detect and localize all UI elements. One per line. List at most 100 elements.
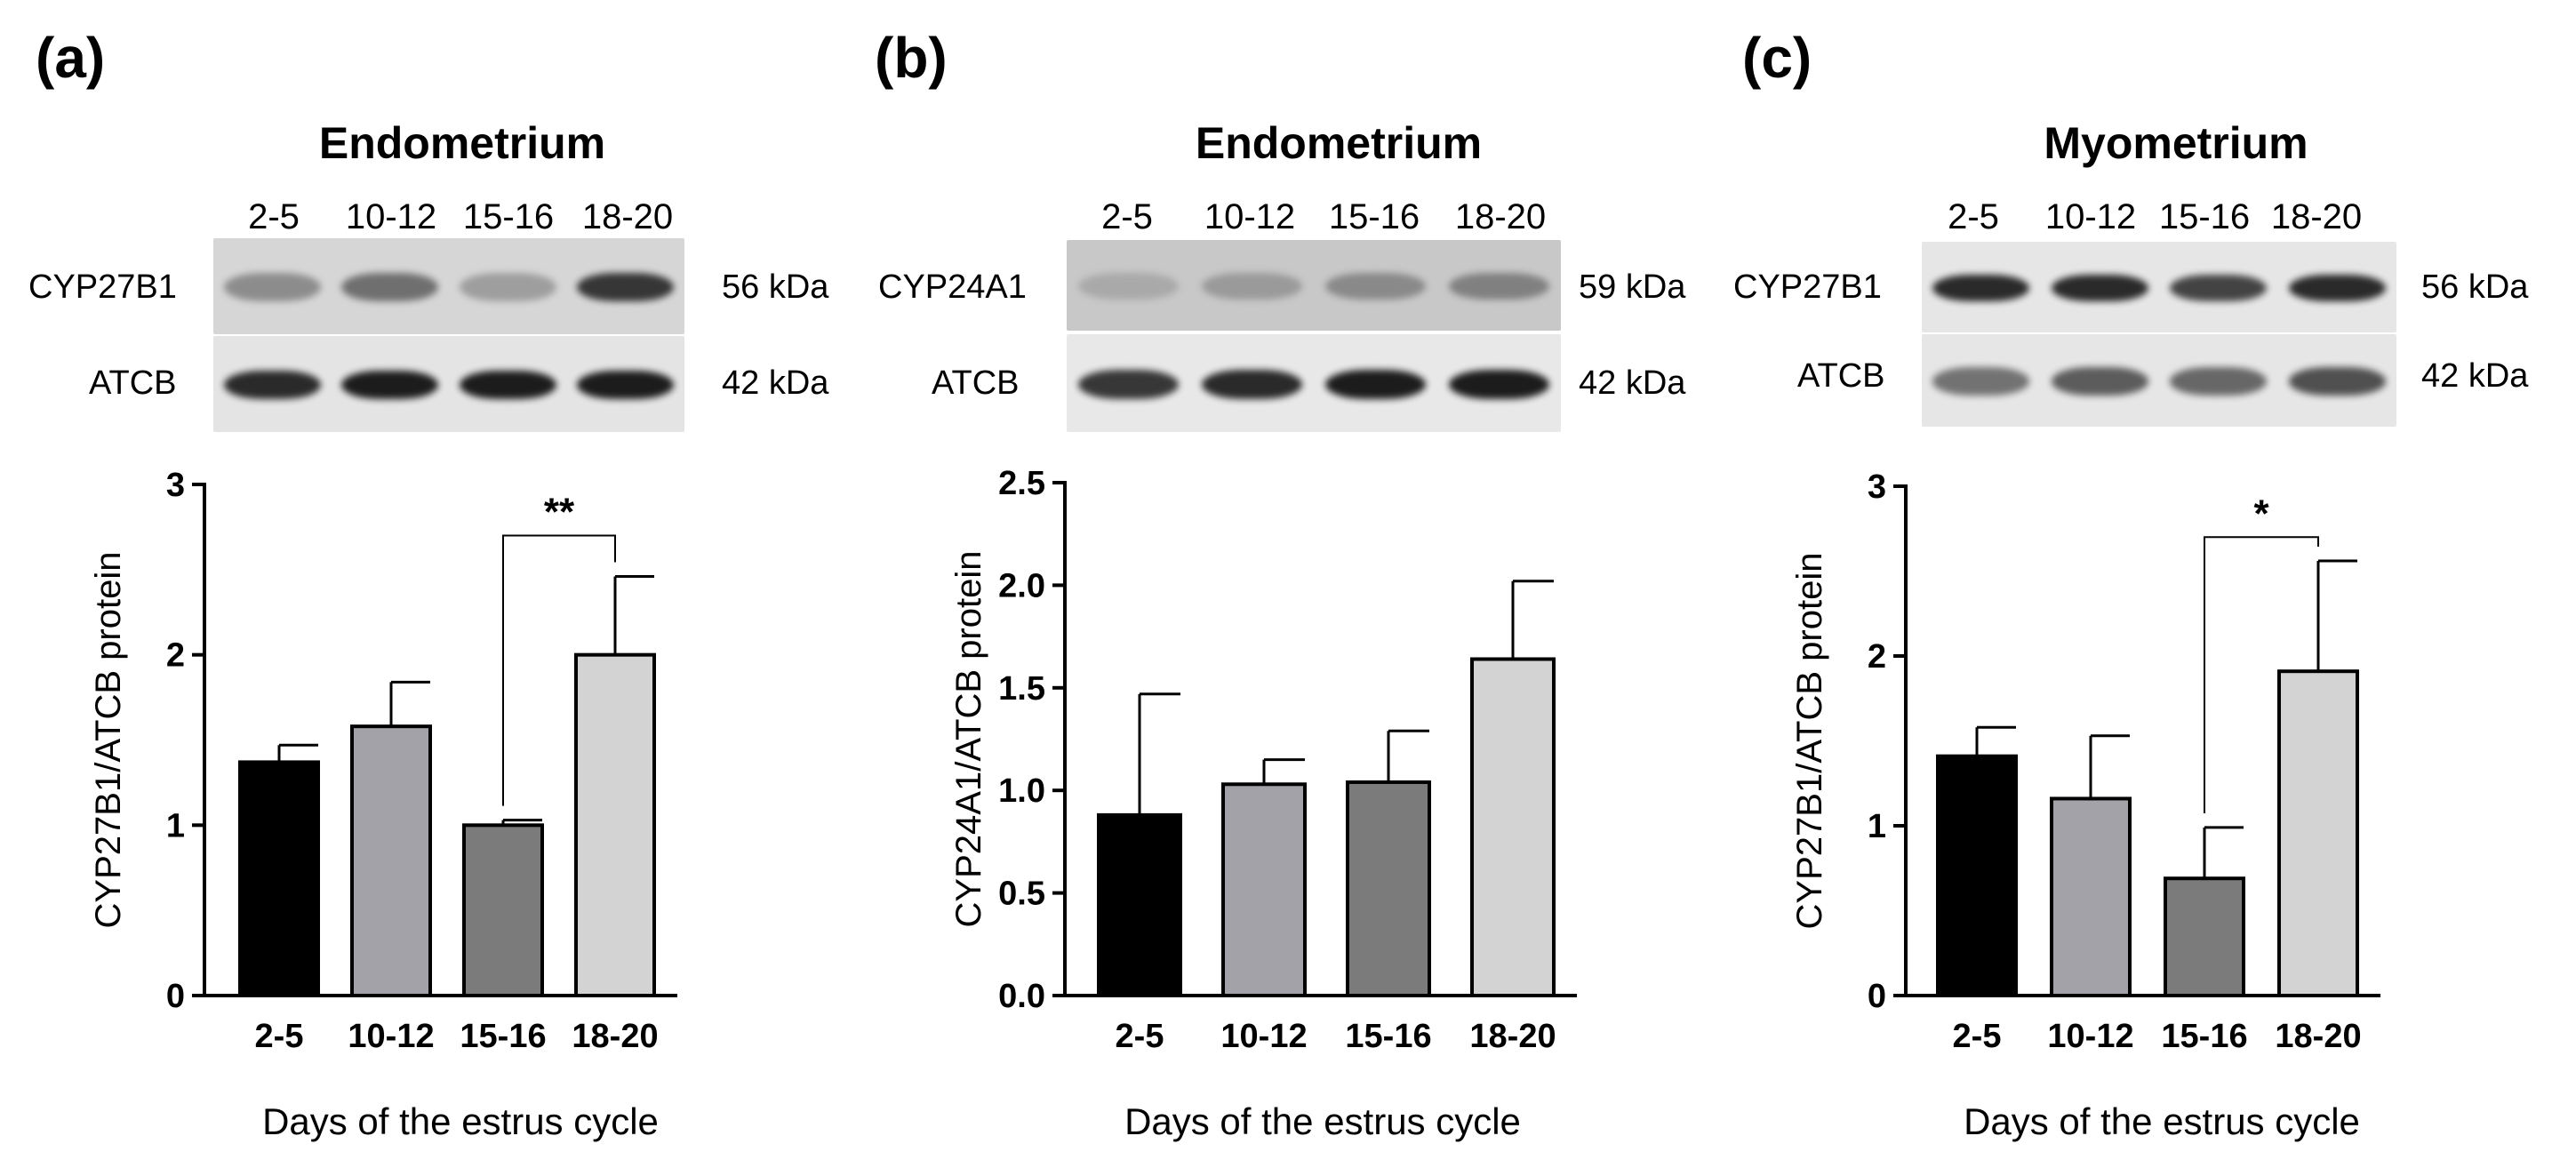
x-tick-label: 2-5 bbox=[1116, 1018, 1164, 1055]
kda-label: 42 kDa bbox=[722, 364, 829, 402]
y-axis-label: CYP27B1/ATCB protein bbox=[89, 552, 128, 929]
blot-label: ATCB bbox=[932, 364, 1020, 402]
bar bbox=[2277, 669, 2359, 997]
blot-band bbox=[1324, 272, 1427, 300]
bar bbox=[2050, 796, 2132, 997]
tissue-title: Endometrium bbox=[1195, 118, 1483, 168]
significance-label: ** bbox=[544, 491, 575, 534]
x-axis-label: Days of the estrus cycle bbox=[1964, 1100, 2360, 1142]
blot-band bbox=[1077, 369, 1180, 399]
bar bbox=[1221, 782, 1307, 997]
blot-band bbox=[577, 272, 675, 302]
x-tick-label: 18-20 bbox=[1469, 1018, 1556, 1055]
blot-band bbox=[1932, 274, 2030, 302]
kda-label: 56 kDa bbox=[722, 268, 829, 306]
panel-letter: (a) bbox=[36, 26, 106, 90]
kda-label: 59 kDa bbox=[1579, 268, 1686, 306]
x-tick-label: 15-16 bbox=[2161, 1018, 2247, 1055]
lane-label: 2-5 bbox=[248, 197, 300, 236]
tissue-title: Myometrium bbox=[2044, 118, 2308, 168]
x-tick-label: 18-20 bbox=[572, 1018, 658, 1055]
blot-band bbox=[341, 272, 439, 302]
y-axis-label: CYP24A1/ATCB protein bbox=[949, 551, 988, 928]
blot-band bbox=[577, 370, 675, 400]
western-blot bbox=[213, 238, 684, 334]
blot-band bbox=[223, 370, 321, 400]
significance-bracket bbox=[2204, 536, 2319, 813]
blot-label: CYP24A1 bbox=[878, 268, 1027, 306]
blot-band bbox=[1448, 272, 1550, 300]
blot-label: CYP27B1 bbox=[28, 268, 177, 306]
blot-band bbox=[1324, 369, 1427, 399]
x-tick-label: 10-12 bbox=[348, 1018, 434, 1055]
blot-band bbox=[223, 272, 321, 302]
bar bbox=[574, 652, 656, 998]
western-blot bbox=[1922, 242, 2396, 332]
significance-bracket bbox=[502, 534, 616, 806]
x-tick-label: 2-5 bbox=[1953, 1018, 2002, 1055]
blot-band bbox=[2051, 274, 2148, 302]
y-tick-label: 2.0 bbox=[998, 567, 1045, 604]
blot-band bbox=[2170, 274, 2268, 302]
blot-band bbox=[459, 370, 556, 400]
y-tick-label: 2.5 bbox=[998, 465, 1045, 502]
lane-label: 18-20 bbox=[581, 197, 674, 236]
x-axis-label: Days of the estrus cycle bbox=[1124, 1100, 1521, 1142]
panel-a: (a) Endometrium 2-5 10-12 15-16 18-20 CY… bbox=[0, 0, 859, 1168]
blot-band bbox=[2288, 367, 2386, 396]
bar bbox=[1470, 657, 1556, 997]
blot-band bbox=[1932, 367, 2030, 396]
x-tick-label: 10-12 bbox=[1220, 1018, 1307, 1055]
lane-label: 2-5 bbox=[1101, 197, 1153, 236]
y-tick-label: 3 bbox=[166, 467, 185, 504]
kda-label: 42 kDa bbox=[2421, 357, 2529, 395]
y-tick-label: 0.5 bbox=[998, 876, 1045, 913]
kda-label: 56 kDa bbox=[2421, 268, 2529, 306]
blot-label: CYP27B1 bbox=[1733, 268, 1882, 306]
lane-label: 15-16 bbox=[462, 197, 555, 236]
y-tick-label: 3 bbox=[1868, 468, 1886, 506]
bar bbox=[462, 823, 544, 997]
blot-band bbox=[341, 370, 439, 400]
y-axis-label: CYP27B1/ATCB protein bbox=[1790, 553, 1829, 930]
significance-label: * bbox=[2253, 492, 2269, 535]
x-tick-label: 10-12 bbox=[2047, 1018, 2133, 1055]
western-blot bbox=[1067, 334, 1561, 432]
western-blot bbox=[1067, 240, 1561, 331]
panel-letter: (b) bbox=[875, 26, 948, 90]
blot-band bbox=[2051, 367, 2148, 396]
blot-band bbox=[2170, 367, 2268, 396]
western-blot bbox=[213, 336, 684, 432]
bar bbox=[1936, 754, 2018, 997]
blot-label: ATCB bbox=[1797, 357, 1885, 395]
lane-label: 15-16 bbox=[1328, 197, 1420, 236]
lane-label: 2-5 bbox=[1948, 197, 1999, 236]
blot-band bbox=[1201, 272, 1303, 300]
lane-label: 18-20 bbox=[2270, 197, 2363, 236]
y-tick-label: 0 bbox=[166, 978, 185, 1015]
x-tick-label: 15-16 bbox=[1345, 1018, 1431, 1055]
lane-label: 10-12 bbox=[345, 197, 437, 236]
lane-label: 18-20 bbox=[1454, 197, 1547, 236]
bar bbox=[1346, 780, 1431, 998]
bar bbox=[350, 724, 432, 998]
y-tick-label: 0 bbox=[1868, 978, 1886, 1015]
blot-band bbox=[2288, 274, 2386, 302]
lane-label: 10-12 bbox=[1204, 197, 1296, 236]
y-tick-label: 1 bbox=[1868, 808, 1886, 845]
western-blot bbox=[1922, 334, 2396, 427]
blot-band bbox=[1448, 369, 1550, 399]
y-tick-label: 1.0 bbox=[998, 772, 1045, 810]
blot-label: ATCB bbox=[89, 364, 177, 402]
x-tick-label: 18-20 bbox=[2275, 1018, 2361, 1055]
lane-label: 10-12 bbox=[2044, 197, 2137, 236]
y-tick-label: 0.0 bbox=[998, 978, 1045, 1015]
kda-label: 42 kDa bbox=[1579, 364, 1686, 402]
x-axis-label: Days of the estrus cycle bbox=[262, 1100, 659, 1142]
blot-band bbox=[1077, 272, 1180, 300]
y-tick-label: 1.5 bbox=[998, 670, 1045, 708]
lane-label: 15-16 bbox=[2158, 197, 2251, 236]
panel-letter: (c) bbox=[1742, 26, 1812, 90]
blot-band bbox=[1201, 369, 1303, 399]
